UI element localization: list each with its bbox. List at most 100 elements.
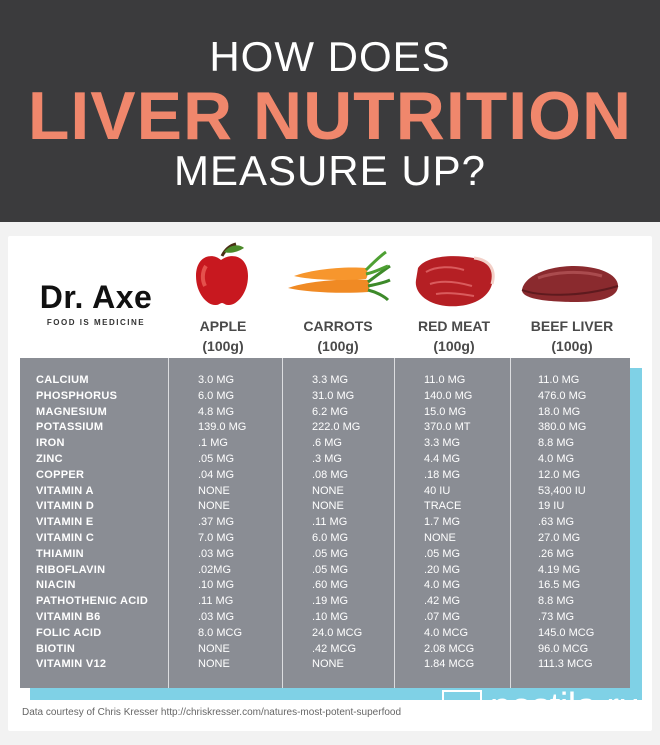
table-cell: 4.0 MCG bbox=[424, 626, 469, 639]
table-cell: NONE bbox=[198, 658, 230, 671]
nutrient-label: PHOSPHORUS bbox=[36, 389, 118, 402]
table-cell: 8.8 MG bbox=[538, 595, 575, 608]
table-cell: 8.8 MG bbox=[538, 437, 575, 450]
table-cell: .1 MG bbox=[198, 437, 228, 450]
table-cell: NONE bbox=[312, 658, 344, 671]
table-cell: 11.0 MG bbox=[538, 374, 580, 386]
table-cell: 145.0 MCG bbox=[538, 626, 595, 639]
column-name: APPLE bbox=[199, 318, 247, 334]
table-cell: 6.0 MG bbox=[312, 531, 349, 544]
table-cell: .11 MG bbox=[198, 595, 234, 608]
dr-axe-logo: Dr. Axe FOOD IS MEDICINE bbox=[26, 280, 166, 327]
watermark: postila.ru bbox=[440, 684, 654, 734]
nutrient-label: RIBOFLAVIN bbox=[36, 563, 106, 576]
table-cell: 111.3 MCG bbox=[538, 658, 593, 671]
table-cell: 8.0 MCG bbox=[198, 626, 243, 639]
column-header-beef-liver: BEEF LIVER (100g) bbox=[522, 316, 622, 356]
table-cell: .11 MG bbox=[312, 516, 348, 529]
table-cell: .20 MG bbox=[424, 563, 461, 576]
nutrient-label: VITAMIN A bbox=[36, 484, 94, 497]
table-cell: NONE bbox=[198, 642, 230, 655]
title-line-3: MEASURE UP? bbox=[173, 147, 487, 194]
table-cell: .05 MG bbox=[198, 452, 235, 465]
nutrient-label: VITAMIN C bbox=[36, 531, 95, 544]
table-cell: .6 MG bbox=[312, 437, 342, 450]
watermark-logo-icon bbox=[442, 690, 482, 730]
nutrient-label: THIAMIN bbox=[36, 547, 84, 560]
table-cell: 370.0 MT bbox=[424, 421, 471, 434]
nutrient-label: VITAMIN E bbox=[36, 516, 94, 529]
data-credit: Data courtesy of Chris Kresser http://ch… bbox=[22, 707, 402, 718]
table-cell: 6.2 MG bbox=[312, 405, 349, 418]
table-cell: .3 MG bbox=[312, 452, 342, 465]
nutrient-label: NIACIN bbox=[36, 579, 76, 592]
table-cell: 11.0 MG bbox=[424, 374, 466, 386]
nutrition-table bbox=[20, 358, 630, 688]
nutrient-label: VITAMIN B6 bbox=[36, 610, 101, 623]
nutrient-label: ZINC bbox=[36, 452, 63, 465]
table-cell: .08 MG bbox=[312, 468, 349, 481]
table-cell: 96.0 MCG bbox=[538, 642, 589, 655]
table-cell: NONE bbox=[424, 531, 456, 544]
beef-liver-values: 11.0 MG 476.0 MG 18.0 MG 380.0 MG 8.8 MG 4.0 … bbox=[538, 373, 594, 673]
header-banner: HOW DOES LIVER NUTRITION MEASURE UP? bbox=[0, 0, 660, 222]
table-cell: NONE bbox=[312, 500, 344, 513]
nutrient-labels: CALCIUM PHOSPHORUS MAGNESIUM POTASSIUM IRON Z… bbox=[36, 373, 148, 673]
title-line-1: HOW DOES bbox=[209, 33, 451, 80]
table-cell: 12.0 MG bbox=[538, 468, 581, 481]
table-cell: 4.0 MG bbox=[538, 452, 575, 465]
red-meat-values: 11.0 MG 140.0 MG 15.0 MG 370.0 MT 3.3 MG 4.4 … bbox=[424, 373, 474, 673]
table-cell: 4.0 MG bbox=[424, 579, 461, 592]
beef-liver-image bbox=[521, 266, 619, 302]
nutrient-label: VITAMIN D bbox=[36, 500, 95, 513]
red-meat-image bbox=[415, 256, 495, 307]
nutrient-label: COPPER bbox=[36, 468, 85, 481]
column-serving: (100g) bbox=[317, 338, 359, 354]
table-cell: NONE bbox=[312, 484, 344, 497]
nutrient-label: BIOTIN bbox=[36, 642, 76, 655]
column-name: RED MEAT bbox=[417, 318, 491, 334]
table-cell: 3.0 MG bbox=[198, 374, 235, 386]
table-cell: 16.5 MG bbox=[538, 579, 581, 592]
table-cell: 19 IU bbox=[538, 500, 565, 513]
nutrient-label: IRON bbox=[36, 437, 65, 450]
table-cell: .05 MG bbox=[312, 563, 349, 576]
table-cell: 40 IU bbox=[424, 484, 451, 497]
table-cell: .07 MG bbox=[424, 610, 461, 623]
nutrient-label: CALCIUM bbox=[36, 374, 89, 386]
table-cell: .03 MG bbox=[198, 547, 235, 560]
column-divider bbox=[168, 358, 169, 688]
column-name: BEEF LIVER bbox=[530, 318, 614, 334]
table-cell: 3.3 MG bbox=[312, 374, 349, 386]
column-serving: (100g) bbox=[433, 338, 475, 354]
column-divider bbox=[510, 358, 511, 688]
title-line-2: LIVER NUTRITION bbox=[27, 78, 633, 154]
table-cell: 222.0 MG bbox=[312, 421, 361, 434]
table-cell: NONE bbox=[198, 484, 230, 497]
table-cell: NONE bbox=[198, 500, 230, 513]
table-cell: 15.0 MG bbox=[424, 405, 467, 418]
table-cell: 2.08 MCG bbox=[424, 642, 475, 655]
table-cell: TRACE bbox=[424, 500, 462, 513]
table-cell: .60 MG bbox=[312, 579, 349, 592]
table-cell: .05 MG bbox=[312, 547, 349, 560]
table-cell: .19 MG bbox=[312, 595, 349, 608]
apple-values: 3.0 MG 6.0 MG 4.8 MG 139.0 MG .1 MG .05 MG .04… bbox=[198, 373, 246, 673]
column-name: CARROTS bbox=[303, 318, 373, 334]
table-cell: .05 MG bbox=[424, 547, 461, 560]
nutrient-label: PATHOTHENIC ACID bbox=[36, 595, 149, 608]
table-cell: 24.0 MCG bbox=[312, 626, 363, 639]
table-cell: .10 MG bbox=[198, 579, 235, 592]
table-cell: 3.3 MG bbox=[424, 437, 461, 450]
table-cell: .10 MG bbox=[312, 610, 349, 623]
table-cell: 139.0 MG bbox=[198, 421, 247, 434]
table-cell: 31.0 MG bbox=[312, 389, 355, 402]
table-cell: 4.8 MG bbox=[198, 405, 235, 418]
brand-name: Dr. Axe bbox=[39, 279, 153, 315]
brand-tagline: FOOD IS MEDICINE bbox=[46, 318, 146, 327]
table-cell: .18 MG bbox=[424, 468, 461, 481]
table-cell: 18.0 MG bbox=[538, 405, 581, 418]
watermark-text: postila.ru bbox=[490, 686, 640, 728]
table-cell: .42 MCG bbox=[312, 642, 357, 655]
nutrient-label: POTASSIUM bbox=[36, 421, 104, 434]
